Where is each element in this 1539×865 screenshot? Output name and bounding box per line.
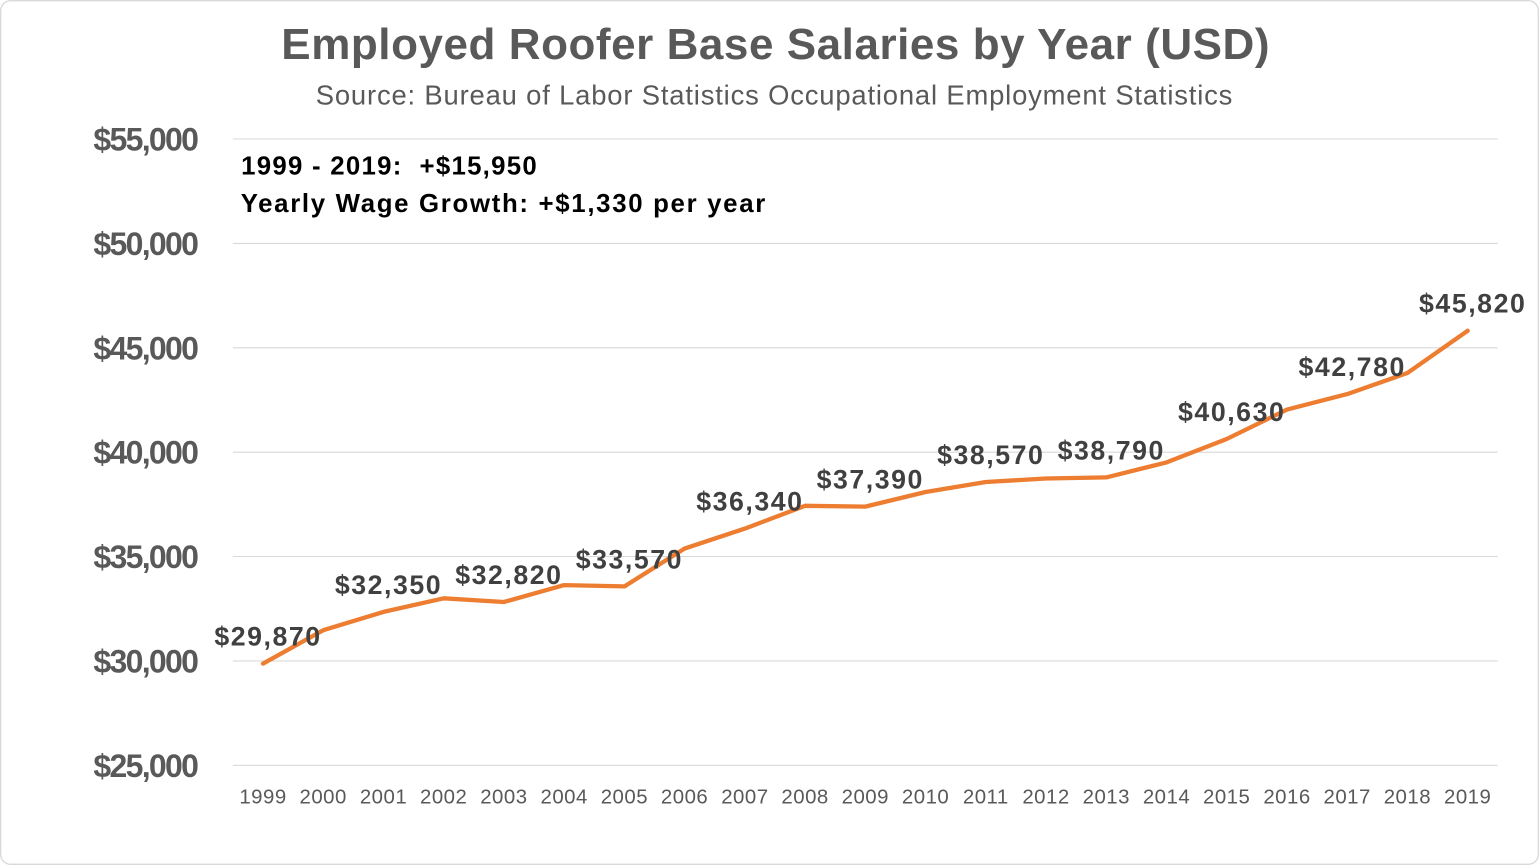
svg-text:$55,000: $55,000	[93, 122, 198, 158]
svg-text:$40,000: $40,000	[93, 435, 198, 471]
svg-text:2018: 2018	[1384, 787, 1431, 809]
svg-text:2011: 2011	[963, 787, 1009, 809]
svg-text:2005: 2005	[601, 787, 648, 809]
svg-text:$35,000: $35,000	[93, 539, 198, 575]
svg-text:$40,630: $40,630	[1178, 397, 1285, 427]
svg-text:2003: 2003	[480, 787, 527, 809]
svg-text:$33,570: $33,570	[576, 544, 683, 574]
svg-text:2000: 2000	[300, 787, 347, 809]
svg-text:1999 - 2019: +$15,950: 1999 - 2019: +$15,950	[241, 153, 538, 181]
svg-text:2017: 2017	[1324, 787, 1371, 809]
svg-text:2007: 2007	[721, 787, 768, 809]
svg-text:2012: 2012	[1022, 787, 1069, 809]
svg-text:$45,820: $45,820	[1419, 289, 1526, 319]
svg-text:2019: 2019	[1444, 787, 1491, 809]
svg-text:$45,000: $45,000	[93, 330, 198, 366]
svg-text:2016: 2016	[1263, 787, 1310, 809]
svg-text:1999: 1999	[239, 787, 286, 809]
svg-text:Yearly Wage Growth: +$1,330 pe: Yearly Wage Growth: +$1,330 per year	[241, 190, 767, 218]
svg-text:2015: 2015	[1203, 787, 1250, 809]
svg-text:2010: 2010	[902, 787, 949, 809]
svg-text:2013: 2013	[1083, 787, 1130, 809]
svg-text:Employed Roofer Base Salaries: Employed Roofer Base Salaries by Year (U…	[281, 20, 1270, 69]
svg-text:Source: Bureau of Labor Statis: Source: Bureau of Labor Statistics Occup…	[316, 79, 1233, 110]
svg-text:$29,870: $29,870	[214, 622, 321, 652]
svg-text:$42,780: $42,780	[1299, 352, 1406, 382]
svg-text:$32,350: $32,350	[335, 570, 442, 600]
svg-text:2014: 2014	[1143, 787, 1190, 809]
svg-text:$32,820: $32,820	[455, 560, 562, 590]
svg-text:2001: 2001	[360, 787, 407, 809]
svg-text:$50,000: $50,000	[93, 226, 198, 262]
svg-text:$38,570: $38,570	[937, 440, 1044, 470]
svg-text:2002: 2002	[420, 787, 467, 809]
svg-text:2004: 2004	[541, 787, 588, 809]
svg-text:$30,000: $30,000	[93, 643, 198, 679]
svg-text:$36,340: $36,340	[696, 487, 803, 517]
svg-text:2009: 2009	[842, 787, 889, 809]
svg-text:2008: 2008	[781, 787, 828, 809]
svg-text:2006: 2006	[661, 787, 708, 809]
svg-text:$25,000: $25,000	[93, 748, 198, 784]
svg-text:$38,790: $38,790	[1058, 435, 1165, 465]
svg-text:$37,390: $37,390	[817, 465, 924, 495]
